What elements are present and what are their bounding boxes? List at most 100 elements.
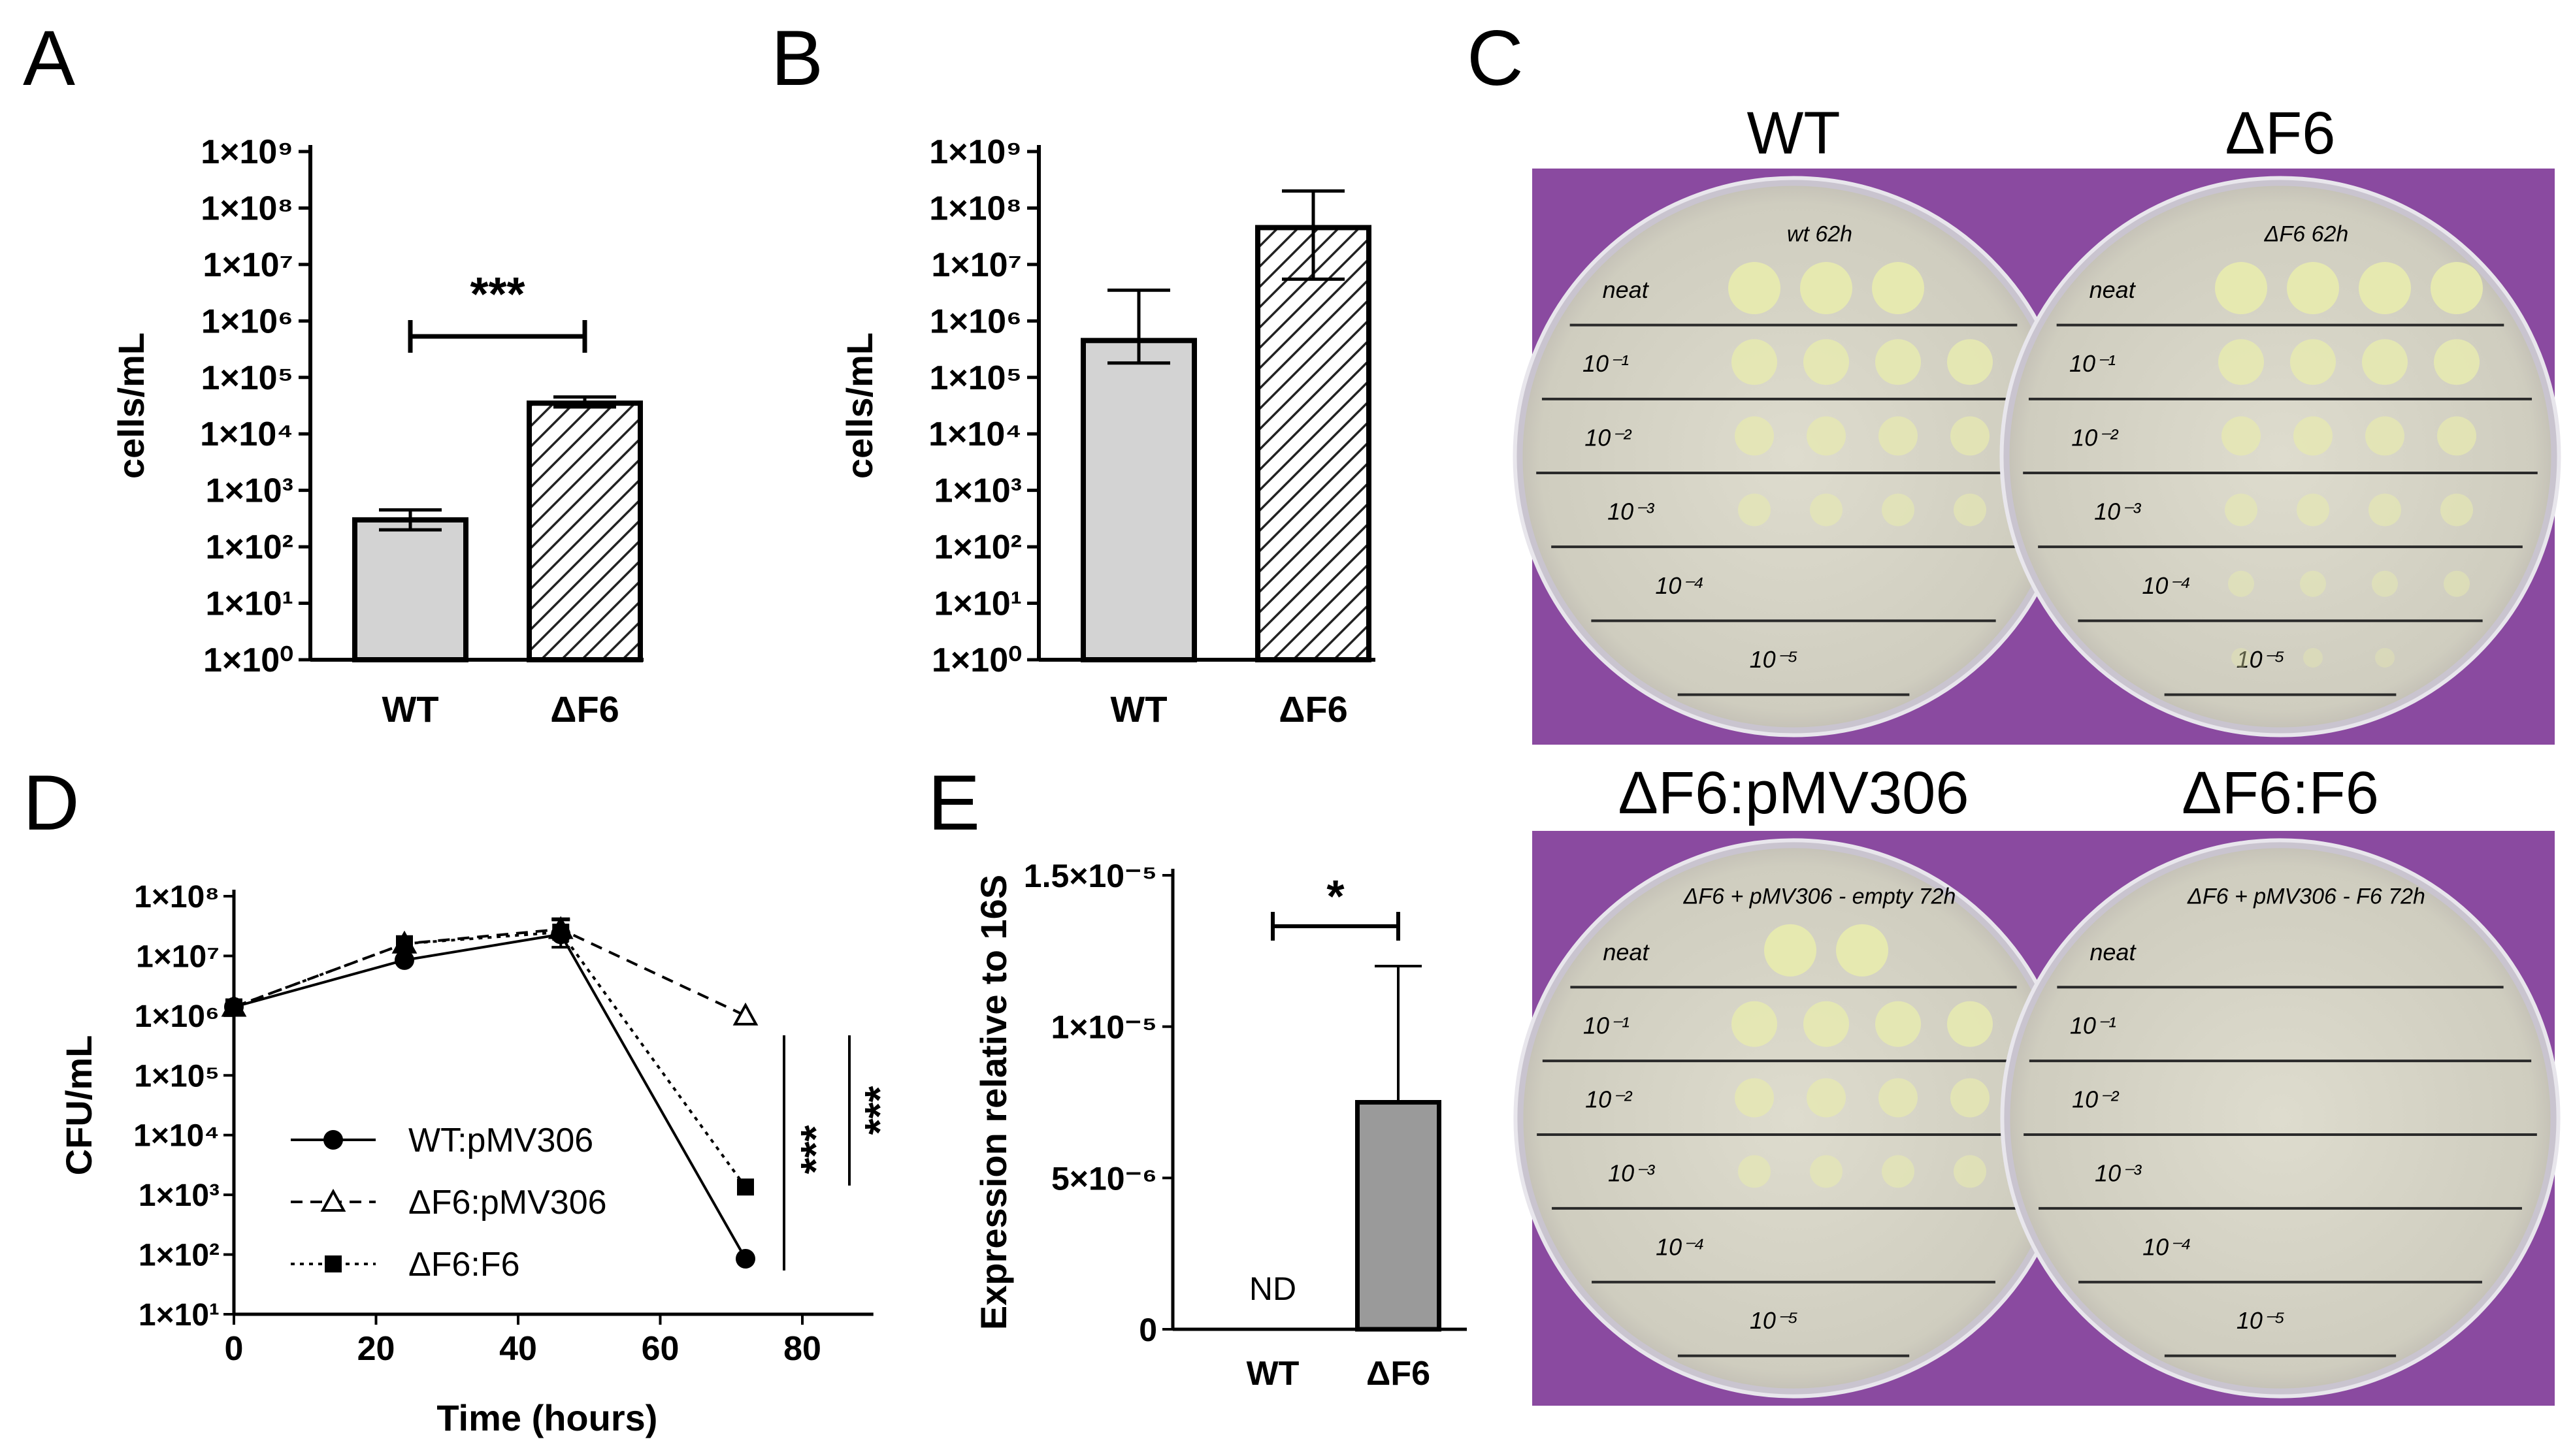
colony-spot (1738, 493, 1771, 526)
row-dilution-label: 10⁻¹ (1582, 350, 1629, 377)
petri-dish-agar (2010, 848, 2551, 1389)
colony-spot (1731, 339, 1777, 385)
x-category-label: WT (382, 688, 438, 730)
row-dilution-label: 10⁻² (2071, 424, 2119, 451)
plate-photo-bottom: ΔF6 + pMV306 - empty 72h neat 10⁻¹ 10⁻² 10⁻³… (1513, 831, 2561, 1406)
row-dilution-label: 10⁻⁵ (2237, 646, 2285, 673)
plate-header-label: ΔF6 62h (2264, 221, 2349, 246)
colony-spot (2375, 647, 2395, 668)
row-dilution-label: 10⁻⁵ (1750, 1307, 1798, 1334)
x-category-label: WT (1110, 688, 1167, 730)
plate-header-label: ΔF6 + pMV306 - F6 72h (2187, 884, 2425, 909)
bar (527, 400, 643, 662)
y-tick-label: 1×10⁰ (932, 641, 1022, 679)
colony-spot (1738, 1155, 1771, 1188)
y-tick-label: 1×10⁸ (134, 880, 220, 914)
row-dilution-label: 10⁻⁴ (1655, 572, 1704, 599)
row-dilution-label: 10⁻⁴ (2142, 572, 2191, 599)
row-dilution-label: 10⁻¹ (2069, 350, 2116, 377)
series-line (233, 933, 747, 1260)
row-dilution-label: 10⁻² (1585, 1086, 1633, 1113)
colony-spot (1875, 1001, 1921, 1047)
row-dilution-label: neat (2090, 276, 2137, 303)
y-axis-label: cells/mL (839, 332, 880, 479)
plate-header-label: wt 62h (1787, 221, 1852, 246)
significance-stars: *** (856, 1086, 903, 1135)
colony-spot (1810, 1155, 1843, 1188)
colony-spot (2221, 416, 2261, 456)
legend-label: ΔF6:F6 (408, 1246, 520, 1284)
y-tick-label: 1×10³ (934, 472, 1022, 510)
y-axis-label: Expression relative to 16S (973, 875, 1014, 1330)
colony-spot (2218, 339, 2264, 385)
colony-spot (2228, 570, 2254, 597)
chart-e: 0 5×10⁻⁶ 1×10⁻⁵ 1.5×10⁻⁵ Expression relative… (973, 858, 1467, 1393)
colony-spot (1882, 1155, 1914, 1188)
y-tick-label: 1×10⁻⁵ (1051, 1009, 1158, 1046)
x-tick-label: 60 (642, 1330, 680, 1368)
petri-dish-agar (2009, 186, 2551, 728)
y-tick-label: 1×10¹ (934, 585, 1022, 623)
colony-spot (1875, 339, 1921, 385)
colony-spot (1872, 262, 1924, 315)
row-dilution-label: 10⁻⁴ (1656, 1233, 1705, 1260)
colony-spot (2215, 262, 2267, 315)
x-category-label: ΔF6 (1366, 1355, 1430, 1393)
y-tick-label: 1×10⁴ (200, 415, 293, 453)
legend-label: WT:pMV306 (408, 1122, 593, 1159)
data-point-square (225, 998, 242, 1016)
colony-spot (2372, 570, 2398, 597)
plate-header-label: ΔF6 + pMV306 - empty 72h (1683, 884, 1956, 909)
y-tick-label: 1×10¹ (206, 585, 293, 623)
row-dilution-label: 10⁻¹ (1583, 1012, 1630, 1039)
colony-spot (2431, 262, 2483, 315)
x-tick-label: 0 (225, 1330, 244, 1368)
colony-spot (1947, 1001, 1993, 1047)
colony-spot (1878, 416, 1918, 456)
colony-spot (2231, 647, 2251, 668)
panel-label-c: C (1467, 14, 1524, 102)
significance-stars: *** (470, 268, 525, 321)
data-point-circle (736, 1249, 755, 1269)
chart-b: 1×10⁰ 1×10¹ 1×10² 1×10³ 1×10⁴ 1×10⁵ 1×10⁶ 1×10⁷… (839, 133, 1375, 730)
panel-label-d: D (23, 759, 80, 847)
data-point-triangle (732, 1002, 759, 1026)
colony-spot (2440, 493, 2473, 526)
y-tick-label: 1×10⁶ (930, 302, 1022, 340)
legend-marker (325, 1255, 342, 1272)
y-tick-label: 1×10⁸ (201, 189, 293, 227)
plate-title-df6: ΔF6 (2225, 100, 2336, 167)
row-dilution-label: 10⁻³ (2094, 498, 2141, 525)
y-tick-label: 1×10² (206, 528, 293, 566)
row-dilution-label: 10⁻³ (1607, 498, 1654, 525)
colony-spot (1731, 1001, 1777, 1047)
colony-spot (1878, 1078, 1918, 1118)
y-tick-label: 1×10⁹ (929, 133, 1022, 171)
colony-spot (1950, 416, 1990, 456)
colony-spot (2444, 570, 2470, 597)
y-tick-label: 1×10⁷ (136, 939, 220, 974)
x-category-label: ΔF6 (550, 688, 619, 730)
row-dilution-label: 10⁻³ (2095, 1159, 2142, 1186)
y-tick-label: 5×10⁻⁶ (1051, 1160, 1157, 1197)
y-tick-label: 1×10² (139, 1238, 220, 1273)
y-tick-label: 1.5×10⁻⁵ (1024, 858, 1157, 894)
bar (1355, 1100, 1441, 1332)
row-dilution-label: neat (1603, 939, 1650, 965)
series-line (233, 930, 747, 1188)
panel-label-a: A (23, 14, 75, 102)
colony-spot (1807, 1078, 1846, 1118)
y-tick-label: 1×10⁷ (931, 246, 1022, 284)
petri-dish-agar (1522, 186, 2065, 728)
colony-spot (2290, 339, 2336, 385)
row-dilution-label: 10⁻² (1584, 424, 1632, 451)
legend-label: ΔF6:pMV306 (408, 1184, 607, 1221)
colony-spot (1950, 1078, 1990, 1118)
x-tick-label: 20 (357, 1330, 395, 1368)
colony-spot (1954, 493, 1986, 526)
y-tick-label: 1×10⁶ (201, 302, 293, 340)
series-line (233, 928, 746, 1017)
y-tick-label: 1×10⁶ (135, 999, 220, 1034)
colony-spot (2434, 339, 2480, 385)
